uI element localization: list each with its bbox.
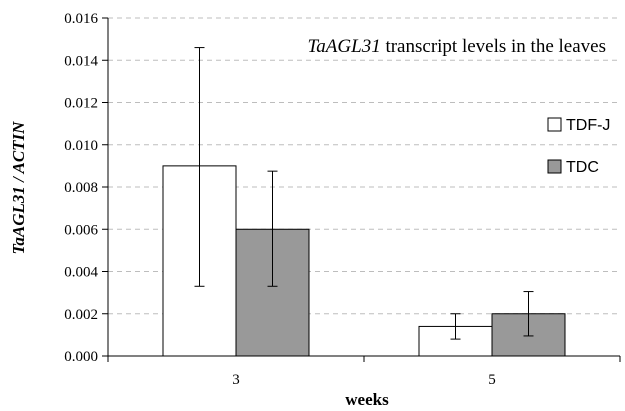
- y-tick-label: 0.012: [64, 96, 98, 112]
- y-tick-label: 0.000: [64, 349, 98, 365]
- y-tick-label: 0.008: [64, 180, 98, 196]
- x-tick-label: 3: [232, 372, 240, 388]
- y-tick-labels: 0.000 0.002 0.004 0.006 0.008 0.010 0.012 0.014…: [64, 11, 98, 365]
- legend-label-tdf-j: TDF-J: [566, 117, 610, 134]
- error-bars: [194, 47, 534, 340]
- chart-title: TaAGL31 transcript levels in the leaves: [307, 36, 606, 57]
- legend-label-tdc: TDC: [566, 159, 599, 176]
- y-tick-label: 0.016: [64, 11, 98, 27]
- x-axis-title: weeks: [345, 390, 389, 409]
- y-axis-title: TaAGL31 / ACTIN: [9, 121, 28, 255]
- bars: [162, 165, 566, 357]
- y-tick-label: 0.004: [64, 265, 98, 281]
- x-tick-label: 5: [488, 372, 496, 388]
- legend: TDF-J TDC: [547, 117, 610, 176]
- legend-swatch-tdc: [547, 159, 562, 174]
- legend-swatch-tdf-j: [547, 117, 562, 132]
- y-tick-label: 0.010: [64, 138, 98, 154]
- y-tick-label: 0.014: [64, 53, 98, 69]
- axes: [102, 17, 621, 362]
- y-tick-label: 0.002: [64, 307, 98, 323]
- y-tick-label: 0.006: [64, 222, 98, 238]
